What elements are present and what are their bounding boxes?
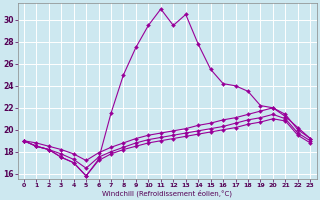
X-axis label: Windchill (Refroidissement éolien,°C): Windchill (Refroidissement éolien,°C)	[102, 189, 232, 197]
